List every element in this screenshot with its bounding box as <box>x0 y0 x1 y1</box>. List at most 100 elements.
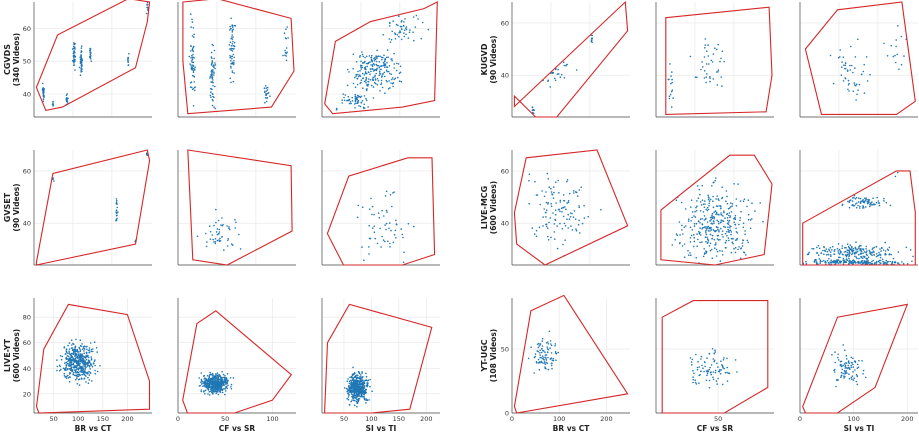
data-point <box>81 360 84 363</box>
data-point <box>65 350 68 353</box>
data-point <box>846 259 849 262</box>
data-point <box>681 224 683 227</box>
data-point <box>77 371 79 374</box>
data-point <box>210 72 213 74</box>
data-point <box>405 28 408 31</box>
data-point <box>147 6 149 9</box>
data-point <box>194 86 196 88</box>
data-point <box>711 61 714 63</box>
data-point <box>696 368 699 371</box>
data-point <box>550 236 552 239</box>
data-point <box>855 373 858 376</box>
data-point <box>68 350 70 353</box>
data-point <box>689 241 692 243</box>
data-point <box>211 375 214 377</box>
data-point <box>233 72 235 74</box>
data-point <box>209 386 212 388</box>
data-point <box>65 349 67 351</box>
data-point <box>213 49 216 52</box>
data-point <box>69 365 71 368</box>
data-point <box>81 348 84 350</box>
data-point <box>78 364 80 367</box>
data-point <box>717 366 719 368</box>
data-point <box>66 100 68 102</box>
data-point <box>74 46 76 48</box>
data-point <box>710 218 713 221</box>
data-point <box>749 227 752 230</box>
data-point <box>740 210 742 213</box>
data-point <box>211 93 214 95</box>
data-point <box>218 228 220 231</box>
data-point <box>875 255 878 258</box>
data-point <box>219 391 222 394</box>
data-point <box>711 248 713 251</box>
data-point <box>548 221 550 224</box>
data-point <box>350 386 352 389</box>
data-point <box>693 225 696 227</box>
data-point <box>192 88 195 90</box>
data-point <box>885 259 888 262</box>
data-point <box>543 356 545 359</box>
data-point <box>681 229 683 231</box>
data-point <box>285 59 288 62</box>
data-point <box>726 357 728 360</box>
data-point <box>528 173 531 176</box>
data-point <box>848 259 850 262</box>
data-point <box>827 253 830 256</box>
data-point <box>215 208 217 211</box>
data-point <box>208 379 211 382</box>
data-point <box>884 241 886 244</box>
data-point <box>721 254 724 256</box>
data-point <box>837 353 839 356</box>
data-point <box>547 239 550 241</box>
convex-hull <box>802 170 916 266</box>
data-point <box>712 376 714 379</box>
data-point <box>398 72 401 74</box>
data-point <box>211 379 214 382</box>
data-point <box>834 261 836 263</box>
data-point <box>708 386 711 389</box>
data-point <box>352 391 354 393</box>
data-point <box>728 230 730 233</box>
data-point <box>547 356 549 359</box>
data-point <box>826 250 829 253</box>
data-point <box>74 350 77 353</box>
data-point <box>714 247 716 249</box>
data-point <box>862 248 864 250</box>
data-point <box>739 200 742 202</box>
data-point <box>848 260 850 263</box>
data-point <box>387 70 390 73</box>
data-point <box>874 262 876 264</box>
data-point <box>351 377 353 379</box>
data-point <box>56 359 58 361</box>
data-point <box>705 240 707 243</box>
data-point <box>817 254 820 256</box>
data-point <box>222 376 224 379</box>
data-point <box>367 80 370 83</box>
data-point <box>213 66 215 69</box>
data-point <box>689 55 692 58</box>
data-point <box>94 359 96 361</box>
data-point <box>578 219 580 222</box>
data-point <box>695 383 698 385</box>
data-point <box>71 48 74 50</box>
data-point <box>827 261 830 264</box>
data-point <box>551 362 553 365</box>
data-point <box>706 372 709 375</box>
data-point <box>88 347 91 349</box>
data-point <box>871 254 873 257</box>
data-point <box>687 249 689 252</box>
data-point <box>420 37 423 40</box>
data-point <box>371 390 373 393</box>
data-point <box>906 263 909 265</box>
data-point <box>66 101 69 103</box>
data-point <box>230 60 232 62</box>
data-point <box>392 192 394 194</box>
data-point <box>403 35 406 38</box>
data-point <box>701 61 703 63</box>
data-point <box>859 197 862 200</box>
data-point <box>284 49 286 52</box>
data-point <box>721 383 724 386</box>
data-point <box>85 356 88 358</box>
